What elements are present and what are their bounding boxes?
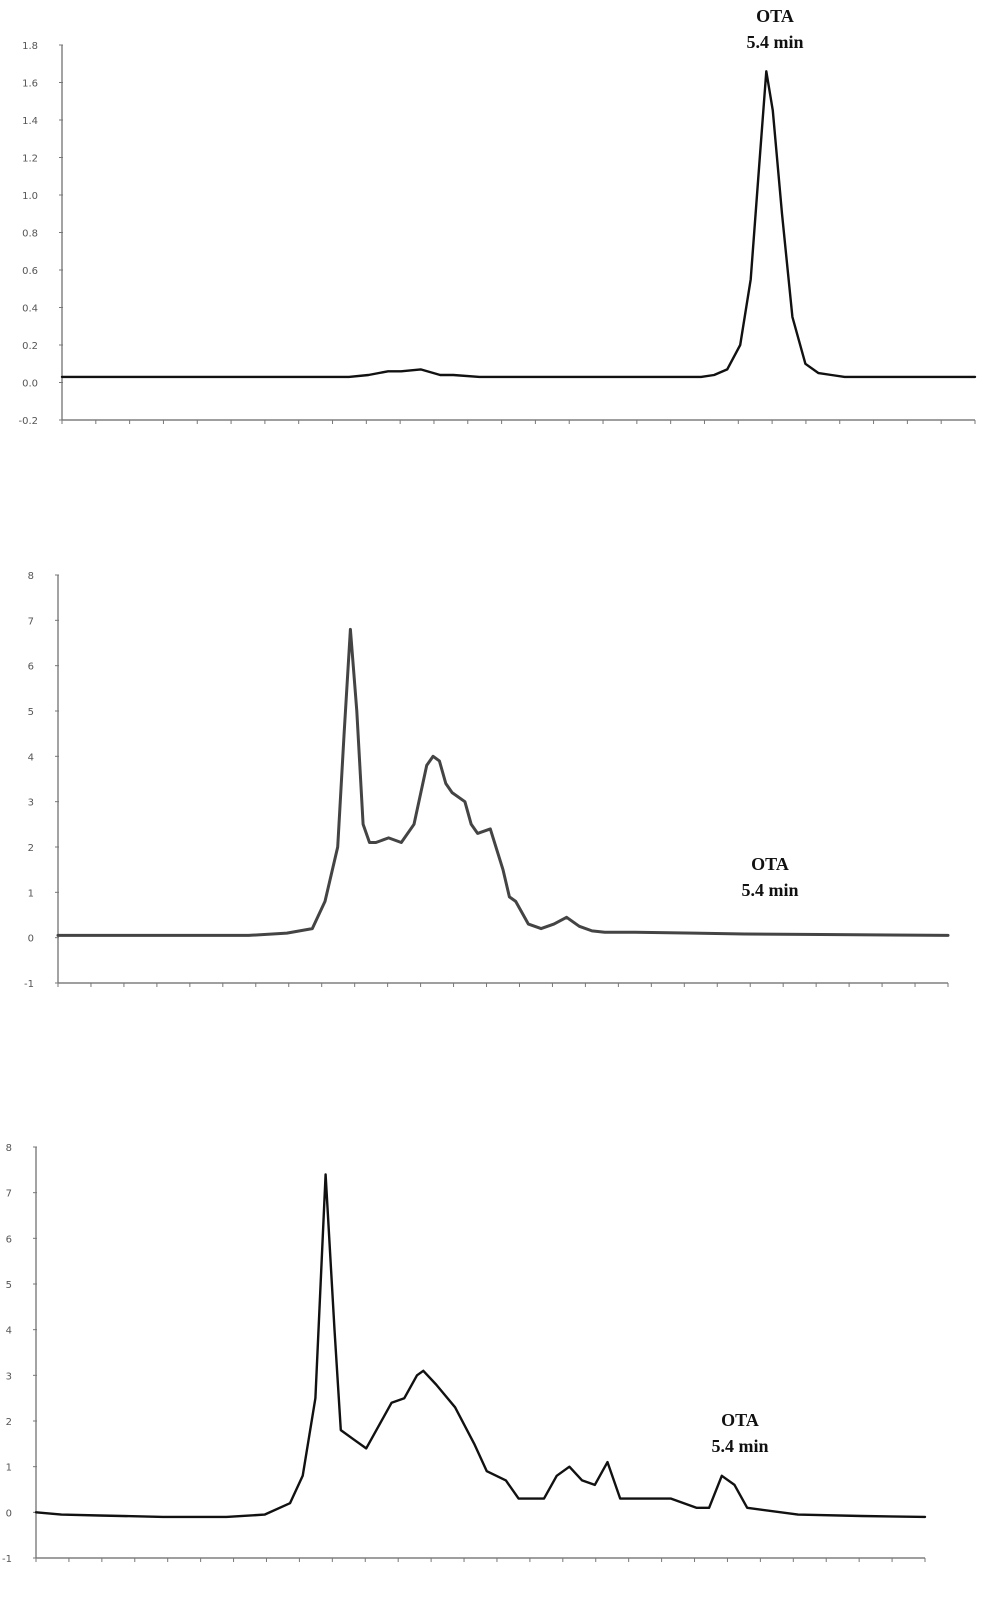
annotation-compound: OTA <box>751 854 789 874</box>
y-tick-label: 1.8 <box>22 41 38 52</box>
y-tick-label: 1 <box>28 888 34 899</box>
y-tick-label: 7 <box>28 616 34 627</box>
chromatogram-trace <box>56 627 950 937</box>
y-tick-label: 0.4 <box>22 304 38 315</box>
y-tick-label: -1 <box>2 1554 12 1565</box>
y-tick-label: 5 <box>28 707 34 718</box>
chromatogram-panel-3: 8 7 6 5 4 3 2 1 0 -1 OTA 5.4 min <box>2 1143 927 1565</box>
y-tick-label: 7 <box>6 1189 12 1200</box>
y-tick-label: 1.4 <box>22 116 38 127</box>
ota-peak-annotation: OTA 5.4 min <box>741 854 798 900</box>
y-tick-label: 1.2 <box>22 154 38 165</box>
y-tick-label: 0 <box>6 1508 12 1519</box>
chromatogram-panel-1: 1.8 1.6 1.4 1.2 1.0 0.8 0.6 0.4 0.2 0.0 -0.2 OTA 5.4… <box>18 6 977 427</box>
y-tick-label: 4 <box>6 1326 12 1337</box>
y-tick-label: 1.0 <box>22 191 38 202</box>
y-tick-label: 3 <box>6 1371 12 1382</box>
y-tick-label: 3 <box>28 798 34 809</box>
y-tick-label: 8 <box>28 571 34 582</box>
annotation-retention-time: 5.4 min <box>741 880 798 900</box>
chromatogram-trace <box>34 1173 927 1519</box>
y-tick-label: 1.6 <box>22 79 38 90</box>
y-tick-label: 8 <box>6 1143 12 1154</box>
y-tick-label: 1 <box>6 1463 12 1474</box>
y-tick-label: 0.2 <box>22 341 38 352</box>
y-tick-label: 2 <box>28 843 34 854</box>
y-tick-label: 6 <box>28 662 34 673</box>
ota-peak-annotation: OTA 5.4 min <box>746 6 803 52</box>
y-tick-label: 5 <box>6 1280 12 1291</box>
y-tick-label: 4 <box>28 752 34 763</box>
y-tick-label: 0.6 <box>22 266 38 277</box>
y-tick-label: 2 <box>6 1417 12 1428</box>
y-tick-label: 0 <box>28 934 34 945</box>
chromatogram-trace <box>60 70 977 379</box>
annotation-compound: OTA <box>721 1410 759 1430</box>
y-tick-label: 6 <box>6 1234 12 1245</box>
annotation-compound: OTA <box>756 6 794 26</box>
y-tick-label: -1 <box>24 979 34 990</box>
ota-peak-annotation: OTA 5.4 min <box>711 1410 768 1456</box>
y-tick-label: 0.0 <box>22 379 38 390</box>
annotation-retention-time: 5.4 min <box>711 1436 768 1456</box>
y-tick-label: -0.2 <box>18 416 38 427</box>
annotation-retention-time: 5.4 min <box>746 32 803 52</box>
chromatogram-panel-2: 8 7 6 5 4 3 2 1 0 -1 OTA 5.4 min <box>24 571 950 990</box>
y-tick-label: 0.8 <box>22 229 38 240</box>
